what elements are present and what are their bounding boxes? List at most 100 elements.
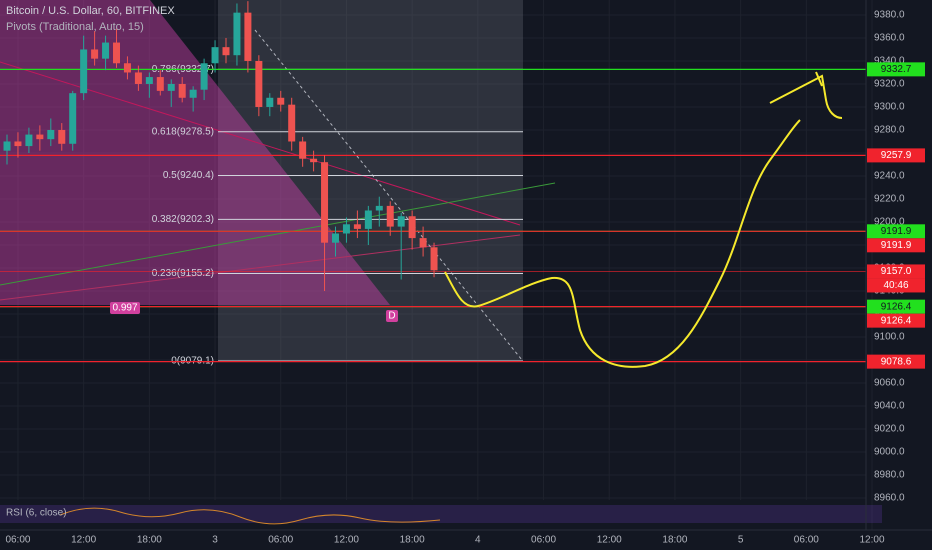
- y-tick-label: 9280.0: [874, 125, 905, 136]
- price-tags: 9332.7 9257.9 9191.9 9191.9 9157.0 40:46 9126.…: [867, 62, 925, 369]
- candle-body: [353, 224, 361, 229]
- candle-body: [91, 49, 99, 59]
- candle-body: [375, 205, 383, 211]
- x-tick-label: 4: [475, 535, 481, 546]
- dashed-line: [254, 29, 523, 361]
- rsi-label: RSI (6, close): [6, 508, 67, 519]
- candle-body: [233, 12, 241, 56]
- candle-body: [255, 60, 263, 107]
- price-tag-bg: [867, 313, 925, 328]
- price-tag-bg: [867, 299, 925, 314]
- price-tag-bg: [867, 224, 925, 239]
- y-tick-label: 8960.0: [874, 493, 905, 504]
- candle-body: [58, 129, 66, 144]
- candle-body: [3, 141, 11, 151]
- point-label-bg: [386, 310, 398, 322]
- x-tick-label: 12:00: [860, 535, 885, 546]
- x-tick-label: 06:00: [794, 535, 819, 546]
- price-tag: 9332.7: [881, 64, 912, 75]
- price-tag: 9126.4: [881, 315, 912, 326]
- candle-body: [397, 216, 405, 227]
- countdown: 40:46: [883, 280, 908, 291]
- candle-body: [69, 93, 77, 144]
- price-tag: 9257.9: [881, 150, 912, 161]
- trend-line: [0, 182, 556, 286]
- y-tick-label: 9060.0: [874, 378, 905, 389]
- y-tick-label: 9040.0: [874, 401, 905, 412]
- candle-body: [25, 134, 33, 147]
- fib-zone: [218, 0, 523, 362]
- candle-body: [102, 42, 110, 59]
- price-tag: 9126.4: [881, 301, 912, 312]
- y-tick-label: 9320.0: [874, 79, 905, 90]
- drawing-arrow: [769, 71, 843, 119]
- point-label: D: [388, 311, 395, 322]
- y-tick-label: 9000.0: [874, 447, 905, 458]
- fib-label: 0.236(9155.2): [152, 268, 214, 279]
- fib-label: 0.618(9278.5): [152, 126, 214, 137]
- candle-body: [211, 47, 219, 64]
- candle-body: [419, 238, 427, 248]
- y-tick-label: 9360.0: [874, 33, 905, 44]
- candles: [3, 1, 438, 292]
- y-tick-label: 9200.0: [874, 217, 905, 228]
- candle-body: [134, 72, 142, 84]
- candle-body: [145, 77, 153, 84]
- candle-body: [14, 141, 22, 147]
- candle-body: [222, 47, 230, 56]
- price-tag-bg: [867, 354, 925, 369]
- x-tick-label: 3: [212, 535, 218, 546]
- y-tick-label: 9100.0: [874, 332, 905, 343]
- x-tick-label: 18:00: [662, 535, 687, 546]
- x-tick-label: 12:00: [334, 535, 359, 546]
- candle-body: [430, 247, 438, 271]
- grid: [0, 0, 873, 530]
- candle-body: [167, 83, 175, 91]
- candle-body: [178, 83, 186, 98]
- price-tag-bg: [867, 62, 925, 77]
- price-tag: 9191.9: [881, 240, 912, 251]
- x-tick-label: 06:00: [531, 535, 556, 546]
- candle-body: [36, 134, 44, 140]
- x-tick-label: 18:00: [137, 535, 162, 546]
- candle-body: [189, 89, 197, 98]
- candle-body: [331, 233, 339, 243]
- x-tick-label: 5: [738, 535, 744, 546]
- candle-body: [342, 224, 350, 234]
- y-tick-label: 8980.0: [874, 470, 905, 481]
- price-tag: 9191.9: [881, 226, 912, 237]
- candle-body: [321, 162, 329, 243]
- y-tick-label: 9300.0: [874, 102, 905, 113]
- x-tick-label: 12:00: [597, 535, 622, 546]
- rsi-line: [59, 507, 441, 525]
- pattern-shape: [0, 0, 390, 305]
- price-tag: 9078.6: [881, 356, 912, 367]
- candle-body: [277, 97, 285, 105]
- drawing: [444, 119, 801, 368]
- chart-title: Bitcoin / U.S. Dollar, 60, BITFINEX: [6, 5, 175, 17]
- candle-body: [113, 42, 121, 64]
- candle-body: [364, 210, 372, 229]
- price-tag: 9157.0: [881, 266, 912, 277]
- y-tick-label: 9240.0: [874, 171, 905, 182]
- y-tick-label: 9380.0: [874, 10, 905, 21]
- indicator-label: Pivots (Traditional, Auto, 15): [6, 21, 144, 33]
- candle-body: [123, 63, 131, 73]
- candle-body: [288, 104, 296, 142]
- candle-body: [200, 63, 208, 90]
- rsi-pane: [0, 500, 866, 530]
- levels: 0.786(9332.7)0.618(9278.5)0.5(9240.4)0.3…: [0, 64, 866, 367]
- x-tick-label: 18:00: [400, 535, 425, 546]
- candle-body: [80, 49, 88, 94]
- countdown-bg: [867, 278, 925, 293]
- trend-line: [0, 234, 521, 301]
- candle-body: [266, 97, 274, 107]
- fib-label: 0.5(9240.4): [163, 170, 214, 181]
- candle-body: [310, 158, 318, 163]
- candle-body: [156, 77, 164, 91]
- price-tag-bg: [867, 238, 925, 253]
- price-tag-bg: [867, 148, 925, 163]
